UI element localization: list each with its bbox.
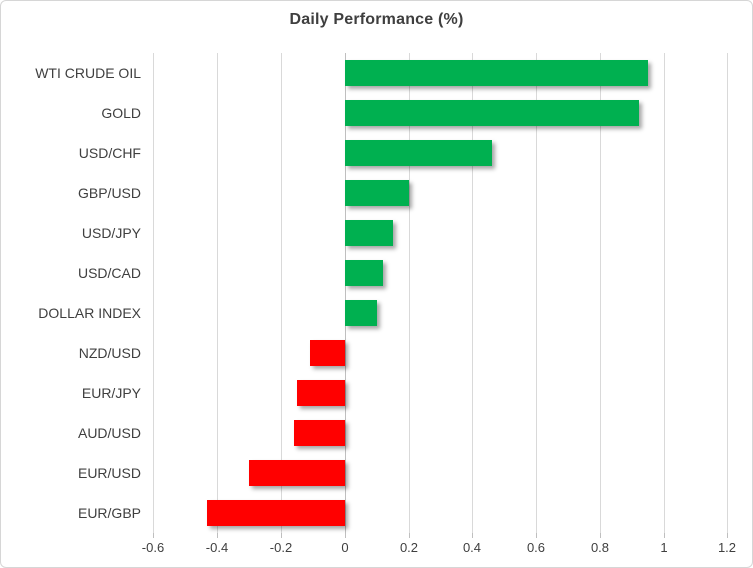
axis-tick-0.2: [409, 533, 410, 538]
x-tick-label--0.6: -0.6: [141, 540, 165, 555]
bar-eur-usd: [248, 460, 345, 486]
gridline--0.6: [153, 53, 154, 533]
chart-title: Daily Performance (%): [289, 11, 464, 28]
bar-eur-gbp: [207, 500, 345, 526]
x-tick-label--0.2: -0.2: [269, 540, 293, 555]
x-tick-label-1: 1: [660, 540, 668, 555]
bar-eur-jpy: [296, 380, 345, 406]
category-label-eur-usd: EUR/USD: [77, 465, 141, 481]
bar-usd-jpy: [344, 220, 393, 246]
category-label-wti-crude-oil: WTI CRUDE OIL: [35, 65, 141, 81]
gridline-1: [664, 53, 665, 533]
axis-tick-1: [664, 533, 665, 538]
gridline--0.4: [217, 53, 218, 533]
axis-tick--0.2: [281, 533, 282, 538]
bar-wti-crude-oil: [344, 60, 649, 86]
x-tick-label-0.4: 0.4: [462, 540, 482, 555]
bar-gbp-usd: [344, 180, 409, 206]
bar-usd-cad: [344, 260, 383, 286]
axis-tick--0.4: [217, 533, 218, 538]
gridline-0.6: [536, 53, 537, 533]
bar-gold: [344, 100, 639, 126]
gridline-0.8: [600, 53, 601, 533]
bar-usd-chf: [344, 140, 492, 166]
x-tick-label-0.6: 0.6: [526, 540, 546, 555]
category-label-aud-usd: AUD/USD: [77, 425, 141, 441]
category-label-gold: GOLD: [101, 105, 141, 121]
category-label-eur-jpy: EUR/JPY: [81, 385, 141, 401]
bar-dollar-index: [344, 300, 377, 326]
category-label-usd-jpy: USD/JPY: [81, 225, 141, 241]
category-label-gbp-usd: GBP/USD: [77, 185, 141, 201]
zero-axis-line: [345, 53, 346, 533]
category-label-nzd-usd: NZD/USD: [78, 345, 141, 361]
gridline--0.2: [281, 53, 282, 533]
axis-tick-1.2: [727, 533, 728, 538]
category-label-usd-chf: USD/CHF: [78, 145, 141, 161]
gridline-0.4: [472, 53, 473, 533]
axis-tick-0: [345, 533, 346, 538]
gridline-1.2: [727, 53, 728, 533]
bar-aud-usd: [293, 420, 345, 446]
gridline-0.2: [409, 53, 410, 533]
axis-tick-0.8: [600, 533, 601, 538]
category-label-usd-cad: USD/CAD: [77, 265, 141, 281]
bar-nzd-usd: [309, 340, 345, 366]
axis-tick--0.6: [153, 533, 154, 538]
axis-tick-0.4: [472, 533, 473, 538]
category-label-dollar-index: DOLLAR INDEX: [38, 305, 141, 321]
axis-tick-0.6: [536, 533, 537, 538]
x-tick-label-0: 0: [341, 540, 349, 555]
x-tick-label-0.2: 0.2: [399, 540, 419, 555]
x-tick-label-0.8: 0.8: [590, 540, 610, 555]
x-tick-label--0.4: -0.4: [205, 540, 229, 555]
category-label-eur-gbp: EUR/GBP: [77, 505, 141, 521]
x-tick-label-1.2: 1.2: [717, 540, 737, 555]
